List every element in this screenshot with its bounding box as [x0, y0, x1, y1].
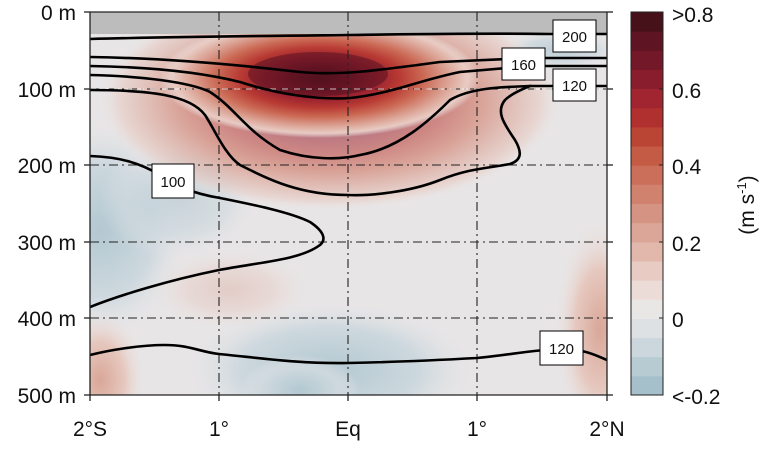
- x-axis-labels: 2°S 1° Eq 1° 2°N: [73, 418, 625, 441]
- y-tick-0m: 0 m: [41, 2, 76, 25]
- axis-ticks: [84, 11, 613, 401]
- svg-text:160: 160: [511, 57, 536, 74]
- x-tick-1s: 1°: [209, 418, 229, 441]
- colorbar-swatch: [631, 12, 663, 32]
- contour-label-200: 200: [552, 19, 597, 53]
- y-axis-labels: 0 m 100 m 200 m 300 m 400 m 500 m: [18, 2, 76, 408]
- x-tick-2s: 2°S: [73, 418, 107, 441]
- colorbar-tick-min: <-0.2: [672, 386, 720, 409]
- contour-label-160: 160: [501, 47, 546, 81]
- colorbar-tick-0.2: 0.2: [672, 233, 701, 256]
- colorbar-swatch: [631, 280, 663, 300]
- svg-text:120: 120: [562, 78, 587, 95]
- contour-label-120-deep: 120: [539, 330, 584, 366]
- colorbar-swatch: [631, 146, 663, 166]
- colorbar-swatch: [631, 184, 663, 204]
- colorbar-swatch: [631, 241, 663, 262]
- colorbar-label: (m s-1): [734, 175, 759, 234]
- svg-text:120: 120: [549, 341, 574, 358]
- colorbar: >0.8 0.6 0.4 0.2 0 <-0.2 (m s-1): [630, 4, 759, 409]
- colorbar-swatch: [631, 107, 663, 128]
- colorbar-tick-0.4: 0.4: [672, 156, 702, 179]
- gridlines: [90, 12, 607, 395]
- y-tick-200m: 200 m: [18, 155, 76, 178]
- x-tick-1n: 1°: [467, 418, 487, 441]
- colorbar-tick-0: 0: [672, 309, 684, 332]
- colorbar-swatch: [631, 165, 663, 185]
- y-tick-500m: 500 m: [18, 385, 76, 408]
- contour-label-120-upper: 120: [552, 68, 597, 102]
- colorbar-swatch: [631, 222, 663, 243]
- svg-text:100: 100: [160, 174, 185, 191]
- colorbar-swatches: [631, 12, 663, 396]
- colorbar-swatch: [631, 88, 663, 109]
- colorbar-swatch: [631, 203, 663, 224]
- colorbar-swatch: [631, 260, 663, 281]
- y-tick-400m: 400 m: [18, 308, 76, 331]
- colorbar-swatch: [631, 337, 663, 358]
- x-tick-2n: 2°N: [589, 418, 624, 441]
- y-tick-300m: 300 m: [18, 232, 76, 255]
- colorbar-swatch: [631, 299, 663, 319]
- colorbar-swatch: [631, 69, 663, 90]
- colorbar-swatch: [631, 356, 663, 377]
- colorbar-swatch: [631, 50, 663, 70]
- colorbar-tick-0.6: 0.6: [672, 80, 701, 103]
- svg-text:200: 200: [562, 29, 587, 46]
- contour-label-100: 100: [151, 163, 195, 199]
- contour-labels: 200 160 120 100 120: [151, 19, 597, 366]
- y-tick-100m: 100 m: [18, 79, 76, 102]
- x-tick-eq: Eq: [335, 418, 361, 441]
- colorbar-swatch: [631, 31, 663, 51]
- svg-text:(m s-1): (m s-1): [734, 175, 759, 234]
- colorbar-swatch: [631, 126, 663, 147]
- colorbar-swatch: [631, 318, 663, 339]
- colorbar-tick-max: >0.8: [672, 4, 713, 27]
- colorbar-swatch: [631, 375, 663, 396]
